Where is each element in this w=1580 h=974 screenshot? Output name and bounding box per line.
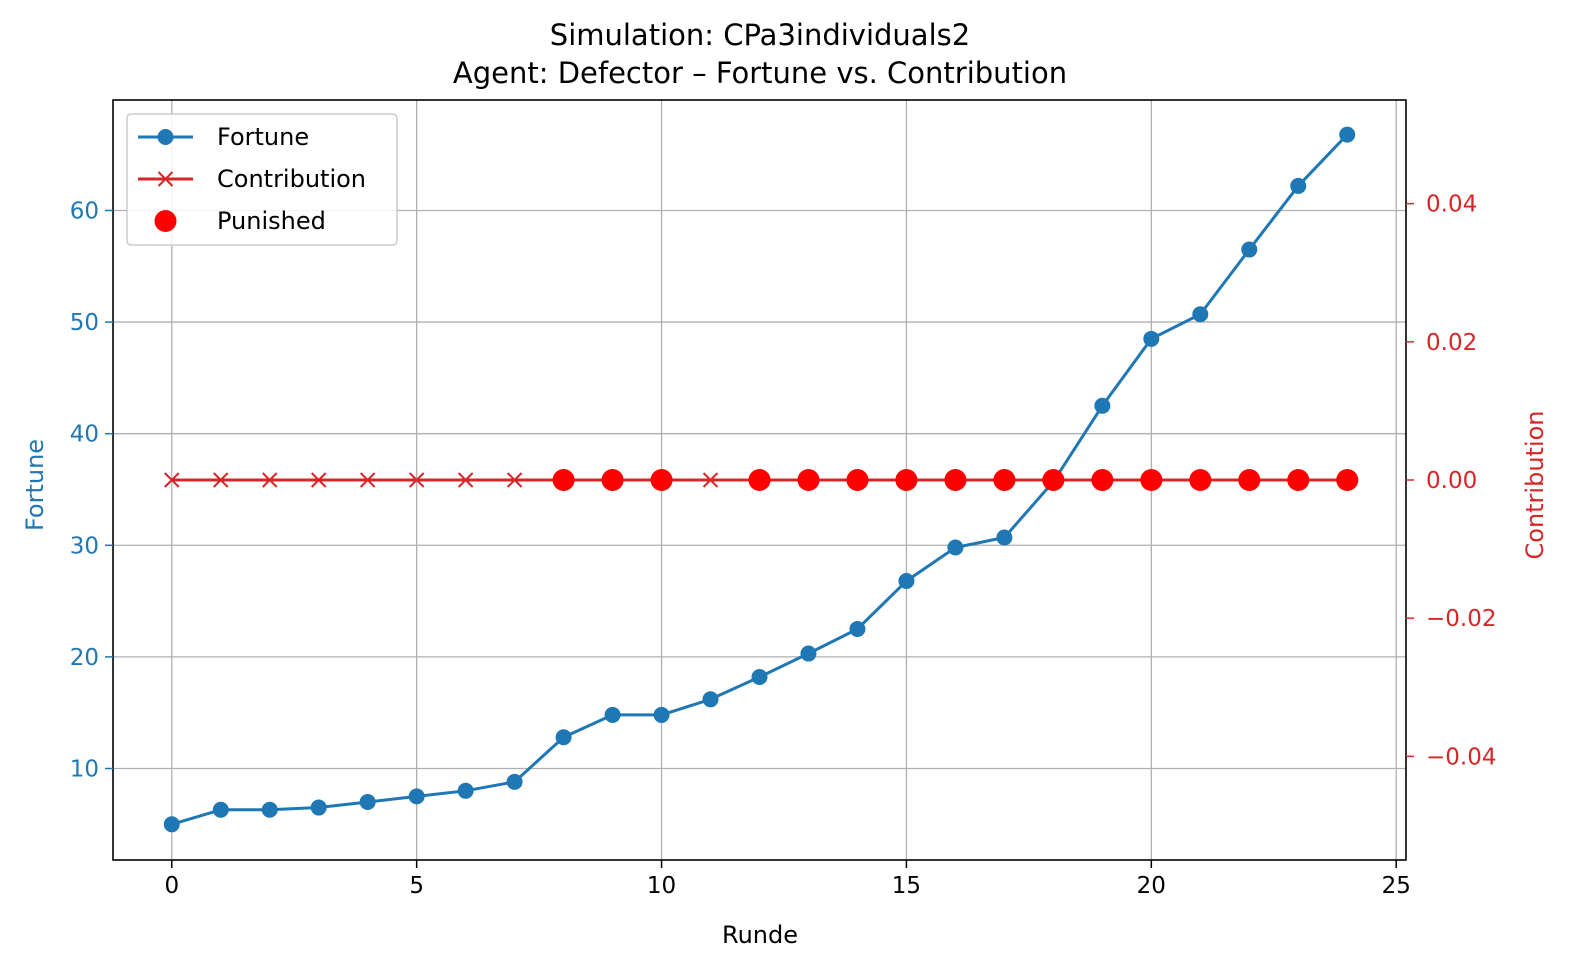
- legend-contribution-marker: [157, 171, 174, 187]
- contribution-marker: [702, 472, 719, 488]
- y2-tick-label: −0.02: [1426, 606, 1496, 632]
- punished-point: [601, 469, 624, 491]
- contribution-marker: [457, 472, 474, 488]
- legend-box: [126, 113, 398, 246]
- contribution-marker: [164, 472, 180, 488]
- fortune-point: [702, 691, 719, 708]
- y-tick-label: 10: [70, 756, 99, 782]
- fortune-point: [555, 729, 572, 746]
- x-tick-label: 20: [1137, 873, 1166, 899]
- fortune-point: [261, 801, 278, 818]
- punished-point: [993, 469, 1016, 491]
- x-tick-label: 10: [647, 873, 676, 899]
- legend: Fortune Contribution Punished: [126, 113, 398, 246]
- punished-point: [1287, 469, 1310, 491]
- punished-point: [1189, 469, 1212, 491]
- fortune-point: [653, 706, 670, 723]
- fortune-point: [751, 668, 768, 685]
- fortune-point: [163, 816, 180, 833]
- punished-point: [895, 469, 918, 491]
- punished-point: [552, 469, 575, 491]
- contribution-marker: [359, 472, 376, 488]
- legend-punished-label: Punished: [217, 207, 326, 235]
- fortune-point: [947, 539, 964, 556]
- x-tick-label: 15: [892, 873, 921, 899]
- y-tick-label: 50: [70, 310, 99, 336]
- punished-point: [748, 469, 771, 491]
- fortune-point: [1143, 330, 1160, 347]
- punished-point: [650, 469, 673, 491]
- legend-contribution-label: Contribution: [217, 165, 366, 193]
- y2-axis-label: Contribution: [1521, 410, 1549, 559]
- y2-tick-label: −0.04: [1426, 744, 1496, 770]
- punished-point: [846, 469, 869, 491]
- fortune-point: [1192, 306, 1209, 323]
- legend-punished-marker: [154, 210, 177, 232]
- axes: 0 5 10 15 20 25 10 20 30 40 50 60 −0.04 −0.02 0.00 0.02…: [70, 99, 1496, 899]
- punished-point: [797, 469, 820, 491]
- legend-fortune-marker: [157, 129, 174, 145]
- fortune-point: [849, 620, 866, 637]
- chart-subtitle: Agent: Defector – Fortune vs. Contributi…: [453, 56, 1067, 90]
- punished-point: [1091, 469, 1114, 491]
- fortune-point: [408, 788, 425, 805]
- y-axis-label: Fortune: [21, 439, 49, 531]
- x-axis-label: Runde: [722, 921, 798, 949]
- fortune-point: [1094, 397, 1111, 414]
- y2-tick-label: 0.00: [1426, 468, 1477, 494]
- fortune-point: [996, 529, 1013, 546]
- y-tick-label: 60: [70, 198, 99, 224]
- y-tick-label: 20: [70, 645, 99, 671]
- fortune-point: [212, 801, 229, 818]
- fortune-point: [359, 793, 376, 810]
- fortune-point: [506, 773, 523, 790]
- contribution-marker: [262, 472, 278, 488]
- y-tick-label: 30: [70, 533, 99, 559]
- x-tick-label: 25: [1382, 873, 1411, 899]
- fortune-point: [800, 645, 817, 662]
- contribution-marker: [506, 472, 523, 488]
- punished-point: [1238, 469, 1261, 491]
- fortune-point: [1290, 177, 1307, 194]
- contribution-marker: [408, 472, 425, 488]
- fortune-point: [1241, 241, 1258, 258]
- y-tick-label: 40: [70, 422, 99, 448]
- y2-tick-label: 0.02: [1426, 330, 1477, 356]
- fortune-point: [604, 706, 621, 723]
- punished-point: [1042, 469, 1065, 491]
- fortune-point: [1339, 126, 1356, 143]
- punished-point: [1140, 469, 1163, 491]
- y2-tick-label: 0.04: [1426, 192, 1477, 218]
- punished-point: [1336, 469, 1359, 491]
- x-tick-label: 0: [164, 873, 179, 899]
- fortune-point: [310, 799, 327, 816]
- chart-title: Simulation: CPa3individuals2: [550, 18, 970, 52]
- fortune-point: [457, 782, 474, 799]
- fortune-point: [898, 572, 915, 589]
- x-tick-label: 5: [409, 873, 424, 899]
- series-layer: [163, 126, 1359, 833]
- legend-fortune-label: Fortune: [217, 123, 309, 151]
- contribution-marker: [213, 472, 229, 488]
- contribution-marker: [310, 472, 327, 488]
- punished-point: [944, 469, 967, 491]
